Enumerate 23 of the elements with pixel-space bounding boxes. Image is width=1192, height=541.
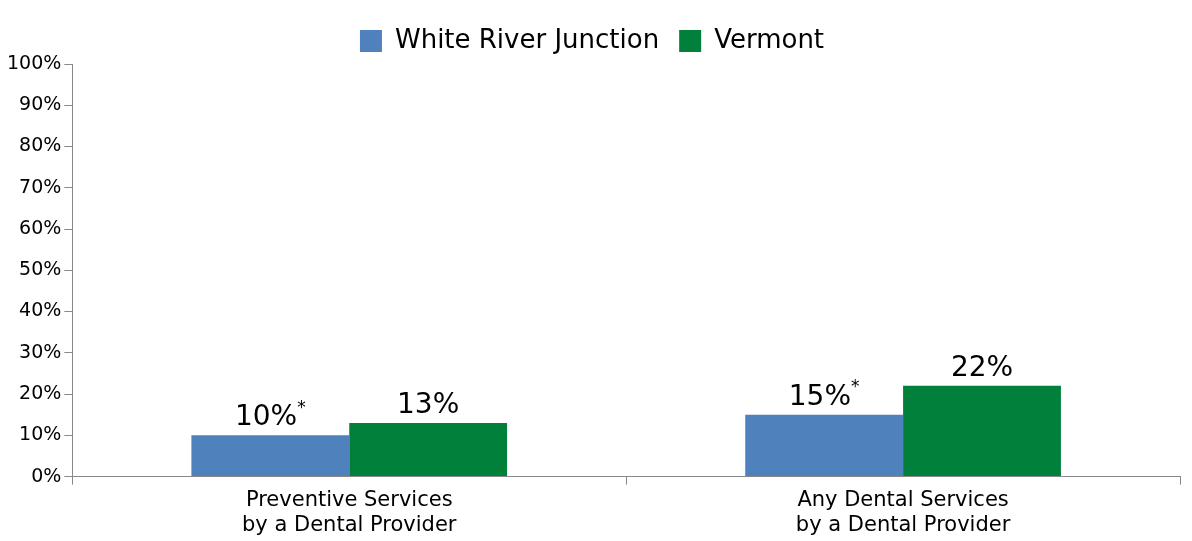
y-tick-label: 30% — [19, 339, 62, 362]
data-label: 10%* — [234, 396, 306, 433]
y-tick-label: 20% — [19, 381, 62, 404]
y-tick-label: 70% — [19, 174, 62, 197]
x-tick-label: Preventive Services by a Dental Provider — [242, 486, 457, 536]
y-tick-label: 100% — [6, 50, 62, 73]
y-tick-label: 40% — [19, 298, 62, 321]
data-label: 22% — [950, 349, 1014, 383]
y-tick-label: 10% — [19, 422, 62, 445]
data-label: 13% — [397, 386, 460, 420]
bar — [745, 414, 904, 477]
bar — [191, 435, 350, 477]
y-tick-label: 60% — [19, 215, 62, 238]
bar — [903, 385, 1061, 477]
y-tick-label: 50% — [19, 257, 62, 280]
data-label: 15%* — [788, 376, 860, 412]
y-tick-label: 0% — [31, 463, 62, 486]
bar — [349, 422, 508, 477]
legend-label: Vermont — [714, 23, 825, 54]
y-tick-label: 80% — [19, 133, 62, 156]
x-tick-label: Any Dental Services by a Dental Provider — [795, 486, 1011, 536]
legend-label: White River Junction — [394, 23, 660, 54]
y-tick-label: 90% — [19, 92, 62, 115]
